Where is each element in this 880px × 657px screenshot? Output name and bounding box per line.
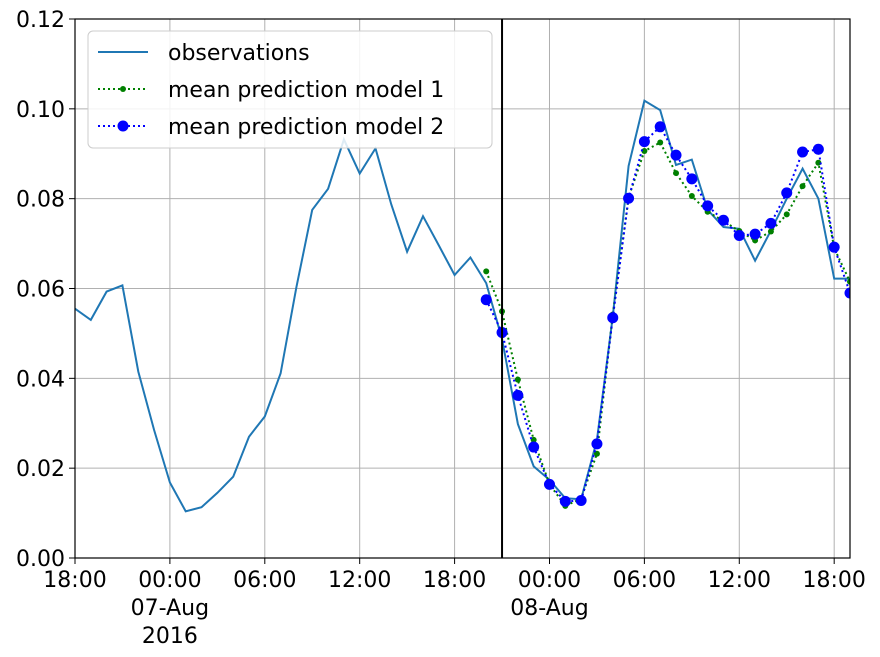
y-tick-label: 0.08 bbox=[16, 188, 65, 213]
series-layer bbox=[75, 99, 850, 513]
data-point bbox=[480, 294, 492, 306]
data-point bbox=[543, 478, 555, 490]
x-tick-label: 12:00 bbox=[708, 568, 771, 593]
legend-marker bbox=[117, 120, 129, 132]
data-point bbox=[654, 121, 666, 133]
data-point bbox=[844, 287, 850, 299]
legend-box bbox=[87, 30, 493, 149]
data-point bbox=[607, 312, 619, 324]
data-point bbox=[483, 268, 490, 275]
data-point bbox=[512, 389, 524, 401]
y-tick-label: 0.02 bbox=[16, 457, 65, 482]
data-point bbox=[657, 139, 664, 146]
data-point bbox=[528, 441, 540, 453]
data-point bbox=[767, 228, 774, 235]
data-point bbox=[733, 229, 745, 241]
data-point bbox=[702, 200, 714, 212]
x-tick-label: 18:00 bbox=[43, 568, 106, 593]
data-point bbox=[797, 146, 809, 158]
data-point bbox=[638, 136, 650, 148]
x-tick-label: 18:00 bbox=[423, 568, 486, 593]
x-tick-label: 08-Aug bbox=[510, 596, 588, 621]
data-point bbox=[575, 495, 587, 507]
y-tick-label: 0.06 bbox=[16, 278, 65, 303]
data-point bbox=[623, 192, 635, 204]
data-point bbox=[673, 170, 680, 177]
data-point bbox=[781, 187, 793, 199]
data-point bbox=[812, 143, 824, 155]
data-point bbox=[591, 438, 603, 450]
y-tick-label: 0.12 bbox=[16, 8, 65, 33]
x-tick-label: 00:00 bbox=[138, 568, 201, 593]
legend-label: mean prediction model 2 bbox=[168, 115, 444, 140]
x-tick-label: 06:00 bbox=[613, 568, 676, 593]
data-point bbox=[799, 183, 806, 190]
data-point bbox=[749, 228, 761, 240]
data-point bbox=[828, 241, 840, 253]
data-point bbox=[686, 173, 698, 185]
x-tick-label: 07-Aug bbox=[131, 596, 209, 621]
x-tick-label: 00:00 bbox=[518, 568, 581, 593]
data-point bbox=[847, 278, 850, 285]
x-tick-label: 12:00 bbox=[328, 568, 391, 593]
data-point bbox=[670, 149, 682, 161]
series-line-2 bbox=[485, 141, 850, 508]
data-point bbox=[688, 192, 695, 199]
legend: observations mean prediction model 1 mean … bbox=[87, 30, 493, 149]
x-axis: 18:00 00:00 07-Aug 2016 06:00 12:00 18:00 00:00… bbox=[43, 558, 866, 649]
y-tick-label: 0.00 bbox=[16, 547, 65, 572]
legend-marker bbox=[120, 86, 126, 92]
data-point bbox=[559, 495, 571, 507]
x-tick-label: 18:00 bbox=[802, 568, 865, 593]
legend-label: observations bbox=[168, 41, 310, 66]
y-tick-label: 0.04 bbox=[16, 367, 65, 392]
x-tick-label: 06:00 bbox=[233, 568, 296, 593]
data-point bbox=[783, 211, 790, 218]
x-tick-label: 2016 bbox=[142, 624, 198, 649]
legend-label: mean prediction model 1 bbox=[168, 78, 444, 103]
y-tick-label: 0.10 bbox=[16, 98, 65, 123]
y-axis: 0.00 0.02 0.04 0.06 0.08 0.10 0.12 bbox=[16, 8, 75, 572]
data-point bbox=[530, 436, 537, 443]
data-point bbox=[717, 214, 729, 226]
data-point bbox=[514, 376, 521, 383]
data-point bbox=[641, 148, 648, 155]
data-point bbox=[765, 217, 777, 229]
